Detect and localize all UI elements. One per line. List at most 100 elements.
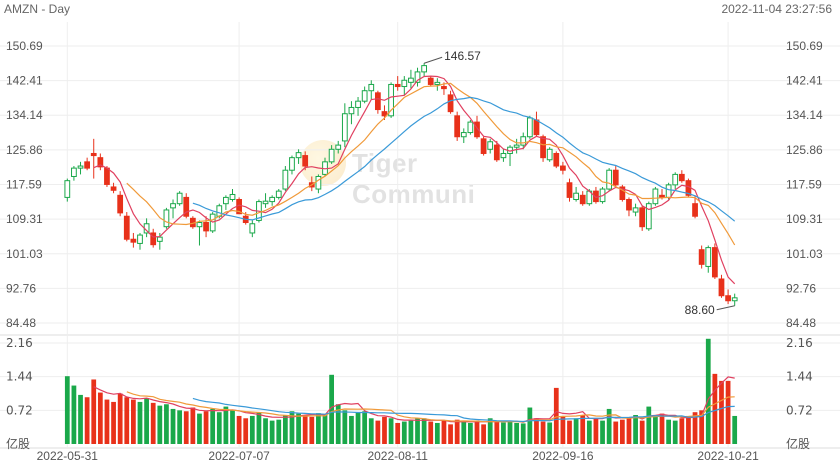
candle-body [229,193,236,200]
volume-bar [659,413,665,444]
volume-bar [236,415,242,444]
candle-body [295,152,302,159]
candle-body [566,182,573,198]
ma10-line [126,82,736,246]
volume-bar [395,422,401,444]
candle-body [725,295,731,302]
volume-bar [322,415,328,444]
candle-body [163,209,170,228]
candle-body [388,83,394,117]
candle-body [454,115,461,138]
candle-body [705,247,712,267]
volume-tick-label-right: 1.44 [786,370,813,384]
candle-body [513,144,520,148]
volume-bar [593,418,599,444]
candle-body [315,175,322,190]
volume-bar [190,407,196,444]
volume-tick-label-left: 1.44 [6,370,33,384]
volume-bar [494,421,500,444]
volume-bar [368,418,374,444]
volume-tick-label-left: 0.72 [6,403,33,417]
candle-body [698,249,705,265]
volume-tick-label-right: 亿股 [786,436,810,451]
candle-body [401,79,408,88]
volume-bar [613,421,619,444]
volume-bar [441,420,447,444]
volume-bar [428,421,434,444]
price-tick-label-right: 142.41 [786,74,823,88]
volume-bar [401,421,407,444]
candle-body [606,169,613,190]
volume-bar [296,413,301,444]
volume-bar [282,415,288,444]
x-tick-label: 2022-09-16 [532,449,594,463]
volume-bar [382,416,387,444]
volume-bar [653,415,658,444]
volume-bar [501,422,506,444]
candle-body [639,207,646,228]
volume-bar [104,399,110,444]
volume-bar [223,406,229,444]
volume-bar [157,405,163,444]
candle-body [427,77,434,85]
candle-body [447,94,454,113]
candle-body [123,215,130,240]
candle-body [394,83,401,88]
candle-body [328,148,335,163]
volume-bar [256,412,262,444]
candle-body [546,148,553,161]
price-tick-label-right: 109.31 [786,212,823,226]
candle-body [672,173,679,186]
volume-bar [124,397,130,444]
volume-bar [269,420,275,444]
volume-bar [686,415,691,444]
volume-bar [263,418,268,444]
volume-bar [144,398,149,444]
candle-body [612,169,619,186]
volume-bar [64,376,70,444]
volume-bar [230,410,235,444]
volume-bar [547,422,553,444]
price-tick-label-right: 101.03 [786,247,823,261]
volume-bar [725,380,731,444]
candle-body [619,186,626,200]
volume-bar [672,420,678,444]
volume-bar [567,420,572,444]
candle-body [540,136,546,159]
price-tick-label-right: 134.14 [786,108,823,122]
volume-bar [131,399,136,444]
candle-body [170,203,176,209]
volume-bar [78,394,83,444]
volume-bar [117,393,123,444]
volume-ma20-line [192,397,735,423]
volume-ma5-line [93,376,735,423]
volume-tick-label-right: 2.16 [786,336,813,350]
volume-bar [626,418,632,444]
candle-body [156,236,163,242]
ma5-line [93,75,736,285]
candle-body [659,194,665,198]
price-tick-label-left: 134.14 [6,108,43,122]
volume-bar [619,419,625,444]
candle-body [289,157,295,171]
annotation-leader [716,305,735,311]
candle-body [493,144,500,161]
volume-bar [481,424,486,444]
volume-bar [164,404,169,444]
price-tick-label-right: 150.69 [786,39,823,53]
candle-body [520,136,527,146]
x-tick-label: 2022-05-31 [37,449,99,463]
candle-body [355,100,361,108]
volume-bar [415,418,420,444]
candle-body [632,207,639,213]
candle-body [731,297,738,302]
volume-bar [91,379,97,444]
volume-bar [71,385,77,444]
price-tick-label-right: 125.86 [786,143,823,157]
candle-body [408,77,414,83]
volume-bar [150,402,156,444]
volume-bar [342,410,348,444]
volume-bar [249,415,255,444]
candle-body [97,157,104,168]
